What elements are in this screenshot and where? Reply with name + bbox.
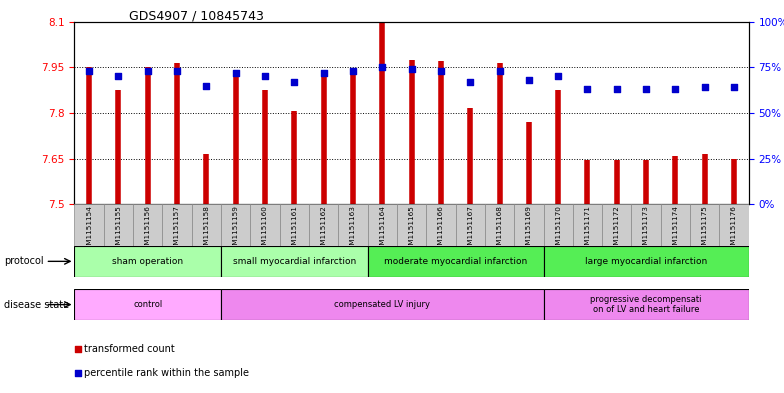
Text: GSM1151168: GSM1151168 [496, 206, 503, 255]
Text: GSM1151157: GSM1151157 [174, 206, 180, 255]
Bar [426, 204, 456, 246]
Bar [221, 204, 250, 246]
Bar [602, 204, 631, 246]
Bar [368, 204, 397, 246]
Text: compensated LV injury: compensated LV injury [334, 300, 430, 309]
Bar [103, 204, 133, 246]
Point [318, 70, 330, 76]
Text: percentile rank within the sample: percentile rank within the sample [85, 367, 249, 378]
Text: progressive decompensati
on of LV and heart failure: progressive decompensati on of LV and he… [590, 295, 702, 314]
Text: GSM1151154: GSM1151154 [86, 206, 93, 255]
Bar [74, 289, 221, 320]
Text: GSM1151158: GSM1151158 [203, 206, 209, 255]
Bar [456, 204, 485, 246]
Bar [74, 246, 221, 277]
Point [347, 68, 359, 74]
Text: GSM1151161: GSM1151161 [292, 206, 297, 255]
Text: GSM1151167: GSM1151167 [467, 206, 474, 255]
Point [230, 70, 242, 76]
Text: GSM1151172: GSM1151172 [614, 206, 620, 255]
Text: GSM1151174: GSM1151174 [673, 206, 678, 255]
Text: GSM1151175: GSM1151175 [702, 206, 708, 255]
Text: small myocardial infarction: small myocardial infarction [233, 257, 356, 266]
Text: GSM1151162: GSM1151162 [321, 206, 327, 255]
Point [493, 68, 506, 74]
Text: GSM1151160: GSM1151160 [262, 206, 268, 255]
Bar [368, 246, 543, 277]
Text: GSM1151170: GSM1151170 [555, 206, 561, 255]
Text: GSM1151176: GSM1151176 [731, 206, 737, 255]
Point [670, 86, 682, 92]
Bar [397, 204, 426, 246]
Bar [309, 204, 339, 246]
Bar [250, 204, 280, 246]
Text: GSM1151163: GSM1151163 [350, 206, 356, 255]
Point [728, 84, 740, 90]
Point [376, 64, 389, 70]
Point [581, 86, 593, 92]
Point [699, 84, 711, 90]
Bar [74, 204, 103, 246]
Point [112, 73, 125, 80]
Point [71, 369, 84, 376]
Point [200, 83, 212, 89]
Bar [133, 204, 162, 246]
Text: GSM1151164: GSM1151164 [379, 206, 385, 255]
Bar [543, 289, 749, 320]
Text: GSM1151173: GSM1151173 [643, 206, 649, 255]
Point [71, 346, 84, 352]
Text: large myocardial infarction: large myocardial infarction [585, 257, 707, 266]
Bar [543, 204, 573, 246]
Text: transformed count: transformed count [85, 344, 175, 354]
Bar [280, 204, 309, 246]
Bar [221, 289, 543, 320]
Text: protocol: protocol [4, 256, 44, 266]
Point [523, 77, 535, 83]
Bar [573, 204, 602, 246]
Bar [661, 204, 690, 246]
Text: moderate myocardial infarction: moderate myocardial infarction [384, 257, 527, 266]
Point [259, 73, 271, 80]
Point [434, 68, 447, 74]
Text: GSM1151155: GSM1151155 [115, 206, 122, 255]
Text: sham operation: sham operation [112, 257, 183, 266]
Point [464, 79, 477, 85]
Point [611, 86, 623, 92]
Text: GSM1151171: GSM1151171 [585, 206, 590, 255]
Bar [485, 204, 514, 246]
Bar [720, 204, 749, 246]
Text: GSM1151156: GSM1151156 [145, 206, 151, 255]
Text: GSM1151165: GSM1151165 [408, 206, 415, 255]
Point [171, 68, 183, 74]
Text: GDS4907 / 10845743: GDS4907 / 10845743 [129, 10, 264, 23]
Point [640, 86, 652, 92]
Point [288, 79, 300, 85]
Bar [514, 204, 543, 246]
Point [552, 73, 564, 80]
Point [141, 68, 154, 74]
Bar [162, 204, 192, 246]
Bar [339, 204, 368, 246]
Bar [631, 204, 661, 246]
Text: control: control [133, 300, 162, 309]
Bar [221, 246, 368, 277]
Text: GSM1151159: GSM1151159 [233, 206, 238, 255]
Bar [690, 204, 720, 246]
Text: GSM1151166: GSM1151166 [438, 206, 444, 255]
Bar [543, 246, 749, 277]
Bar [192, 204, 221, 246]
Point [405, 66, 418, 72]
Text: GSM1151169: GSM1151169 [526, 206, 532, 255]
Text: disease state: disease state [4, 299, 69, 310]
Point [83, 68, 96, 74]
